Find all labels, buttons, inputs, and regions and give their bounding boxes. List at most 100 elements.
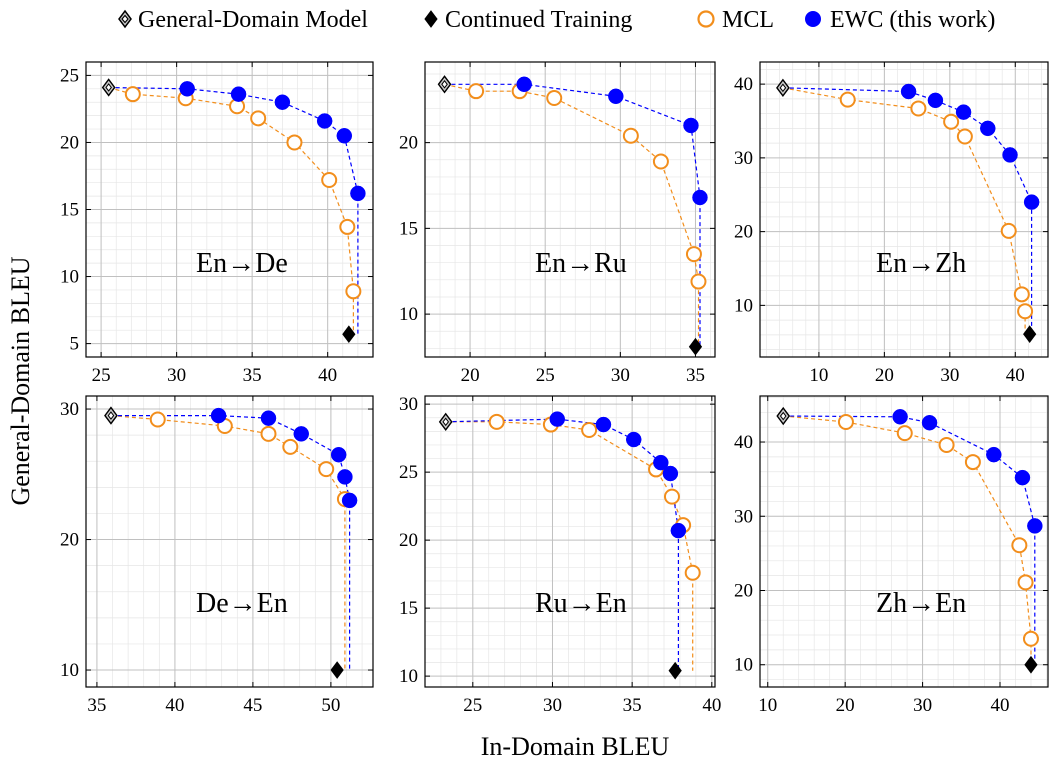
mcl-point <box>1017 303 1034 320</box>
ewc-point <box>516 76 532 93</box>
mcl-point <box>837 413 854 430</box>
panels: 25 30 35 40 5 10 15 20 25 En→De 20 25 30 35 10 15 20 En→R… <box>60 61 1049 716</box>
general-domain-marker <box>438 412 453 432</box>
ewc-point <box>549 411 566 427</box>
x-tick-label: 40 <box>991 695 1010 716</box>
ewc-point <box>179 81 195 97</box>
mcl-line <box>445 421 694 671</box>
legend-label-continued: Continued Training <box>445 7 632 33</box>
mcl-point <box>124 86 141 103</box>
ewc-point <box>608 88 624 105</box>
panel-en-de: 25 30 35 40 5 10 15 20 25 En→De <box>60 61 374 386</box>
major-grid: 35 40 45 50 10 20 30 <box>60 396 373 716</box>
x-tick-label: 30 <box>611 365 630 386</box>
ewc-point <box>980 120 996 137</box>
mcl-point <box>622 127 639 144</box>
y-tick-label: 40 <box>734 432 753 453</box>
mcl-point <box>896 425 913 442</box>
x-axis-title: In-Domain BLEU <box>481 732 670 761</box>
legend-item-continued: Continued Training <box>424 7 632 33</box>
panel-de-en: 35 40 45 50 10 20 30 De→En <box>60 395 374 716</box>
ewc-point <box>316 113 333 129</box>
general-domain-marker <box>101 78 116 97</box>
ewc-point <box>900 83 917 100</box>
panel-label: En→Zh <box>876 248 966 279</box>
mcl-point <box>1017 574 1034 591</box>
ewc-point <box>336 128 353 144</box>
general-diamond-inner <box>107 411 115 420</box>
y-tick-label: 10 <box>734 655 753 676</box>
y-tick-label: 10 <box>399 304 418 325</box>
general-diamond-inner <box>105 83 112 92</box>
mcl-point <box>1013 286 1030 303</box>
mcl-point <box>956 128 973 145</box>
ewc-point <box>921 414 938 431</box>
ewc-line <box>111 415 351 670</box>
ewc-point <box>927 92 944 109</box>
panel-label: Zh→En <box>876 588 966 619</box>
major-grid: 10 20 30 40 10 20 30 40 <box>734 62 1048 386</box>
mcl-point <box>345 283 362 300</box>
ewc-point <box>337 469 353 485</box>
mcl-point <box>318 461 335 478</box>
black-diamond-icon <box>424 10 438 28</box>
continued-training-marker <box>330 661 344 679</box>
ewc-point <box>1002 147 1018 163</box>
legend-label-general: General-Domain Model <box>138 7 368 33</box>
plot-frame <box>759 61 1049 358</box>
y-tick-label: 10 <box>399 666 418 687</box>
mcl-point <box>581 421 598 438</box>
panel-zh-en: 10 20 30 40 10 20 30 40 Zh→En <box>734 395 1049 716</box>
mcl-point <box>488 413 505 430</box>
mcl-point <box>910 100 927 117</box>
y-tick-label: 20 <box>734 580 753 601</box>
mcl-point <box>286 134 303 151</box>
ewc-point <box>662 465 679 482</box>
legend-item-ewc: EWC (this work) <box>805 7 995 33</box>
x-tick-label: 35 <box>623 695 642 716</box>
x-tick-label: 40 <box>318 365 337 386</box>
legend-label-mcl: MCL <box>722 7 774 33</box>
continued-training-marker <box>668 661 682 680</box>
ewc-point <box>1023 194 1040 210</box>
mcl-point <box>339 218 356 235</box>
y-tick-label: 20 <box>60 132 79 153</box>
x-tick-label: 50 <box>321 695 340 716</box>
minor-grid <box>86 396 373 687</box>
x-tick-label: 30 <box>913 695 932 716</box>
y-tick-label: 20 <box>734 222 753 243</box>
ewc-point <box>670 522 687 539</box>
x-tick-label: 25 <box>536 365 555 386</box>
y-tick-label: 30 <box>734 506 753 527</box>
general-diamond-inner <box>779 411 787 421</box>
y-tick-label: 30 <box>399 394 418 415</box>
major-grid: 20 25 30 35 10 15 20 <box>399 62 715 386</box>
general-domain-marker <box>776 406 791 426</box>
mcl-point <box>1011 537 1028 554</box>
mcl-point <box>546 90 563 107</box>
minor-grid <box>424 396 715 687</box>
y-tick-label: 15 <box>399 218 418 239</box>
mcl-point <box>1022 630 1039 647</box>
ewc-point <box>330 446 347 463</box>
gray-diamond-icon <box>118 9 132 29</box>
general-diamond-inner <box>779 83 787 93</box>
legend-item-mcl: MCL <box>697 7 774 33</box>
mcl-point <box>1000 222 1017 239</box>
mcl-point <box>690 273 707 290</box>
ewc-point <box>341 492 358 509</box>
filled-circle-icon <box>805 11 821 27</box>
ewc-point <box>1014 469 1031 486</box>
x-tick-label: 30 <box>543 695 562 716</box>
continued-training-marker <box>1023 325 1037 343</box>
major-grid: 25 30 35 40 10 15 20 25 30 <box>399 394 721 716</box>
ewc-point <box>260 410 277 426</box>
continued-training-marker <box>1024 655 1038 674</box>
x-tick-label: 35 <box>87 695 106 716</box>
mcl-point <box>652 153 669 170</box>
y-tick-label: 25 <box>399 462 418 483</box>
ewc-point <box>683 117 699 134</box>
plot-frame <box>85 61 374 358</box>
y-tick-label: 10 <box>60 267 79 288</box>
